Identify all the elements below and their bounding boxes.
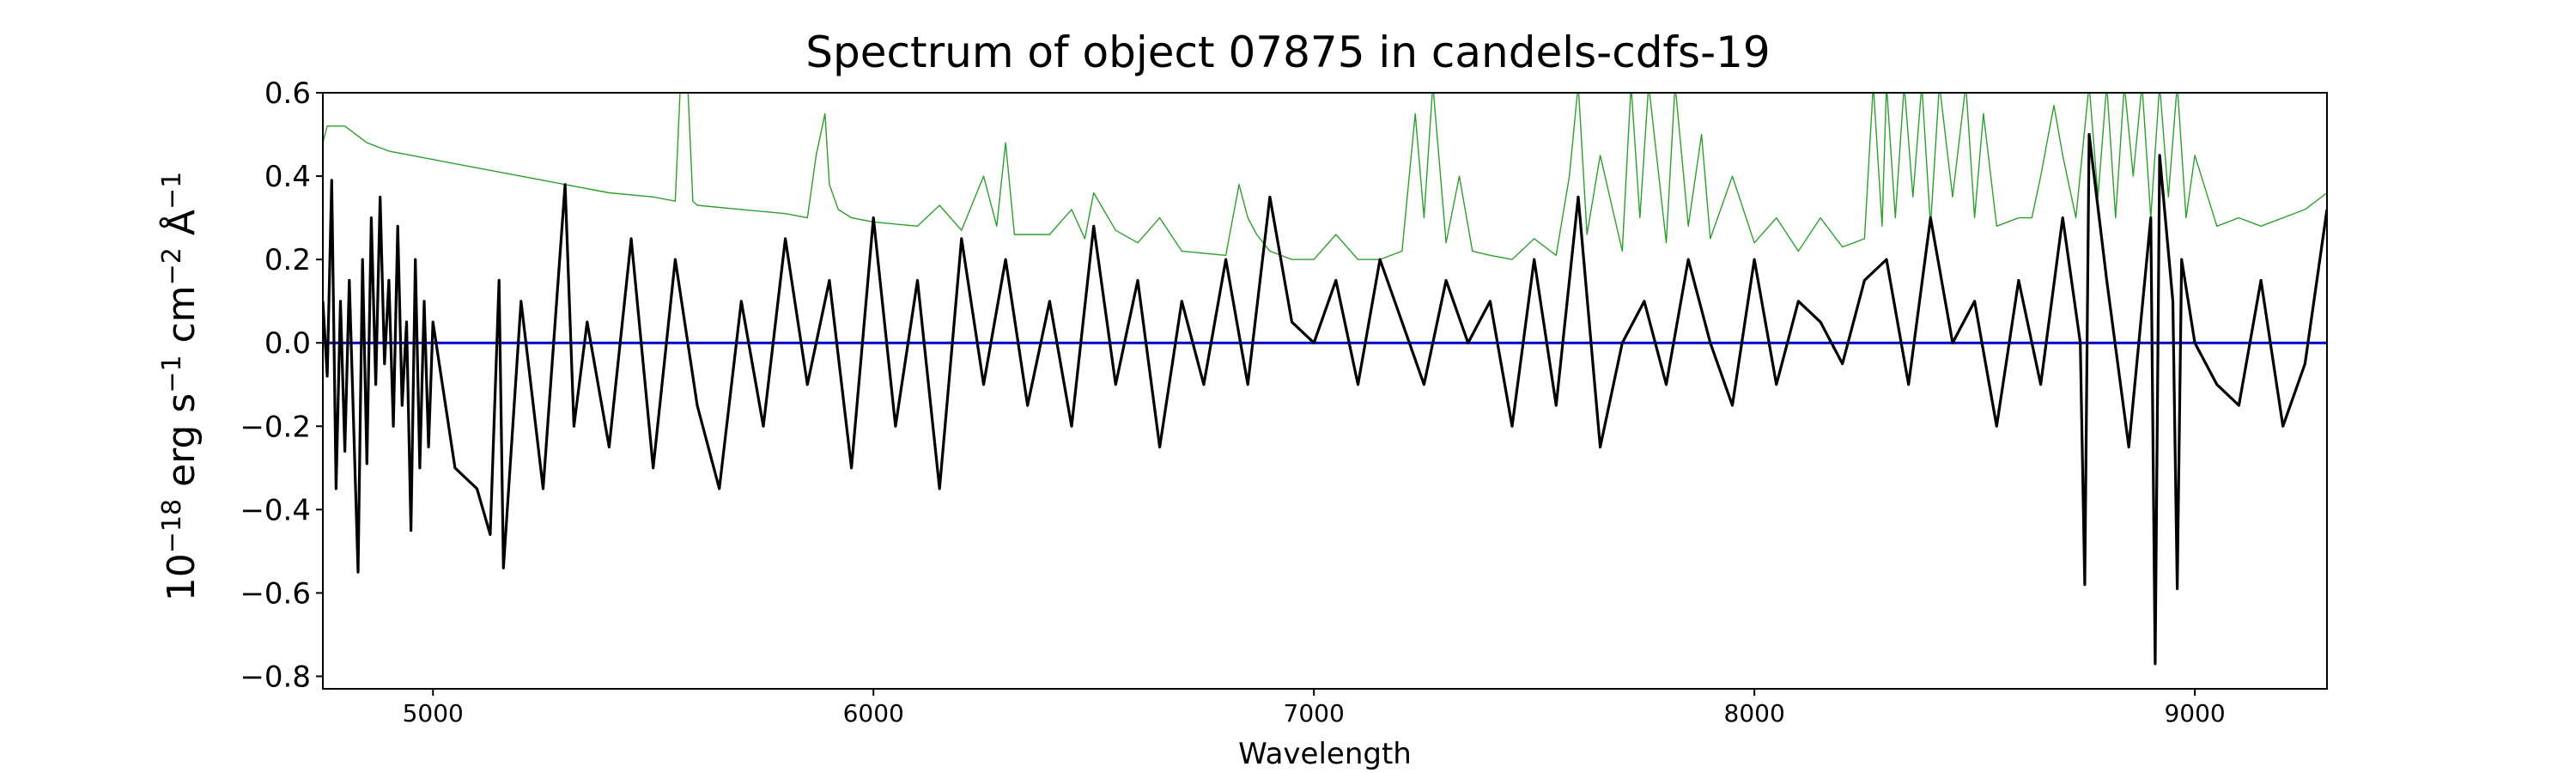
x-axis-label: Wavelength [1238,737,1412,771]
y-tick-label: 0.4 [264,160,311,194]
y-tick-label: 0.0 [264,326,311,361]
series-error-line [323,93,2327,260]
x-tick-label: 5000 [403,699,464,727]
series-flux-line [323,132,2327,666]
y-tick-label: 0.2 [264,243,311,277]
plot-frame [322,92,2328,690]
y-tick-label: 0.6 [264,76,311,111]
y-tick-label: −0.8 [240,660,311,694]
chart-title: Spectrum of object 07875 in candels-cdfs… [805,27,1771,77]
x-tick-label: 6000 [843,699,904,727]
x-tick-label: 9000 [2164,699,2225,727]
x-tick-label: 8000 [1724,699,1785,727]
y-tick-label: −0.2 [240,410,311,444]
y-tick-label: −0.4 [240,493,311,527]
y-tick-label: −0.6 [240,576,311,611]
x-tick-label: 7000 [1284,699,1345,727]
